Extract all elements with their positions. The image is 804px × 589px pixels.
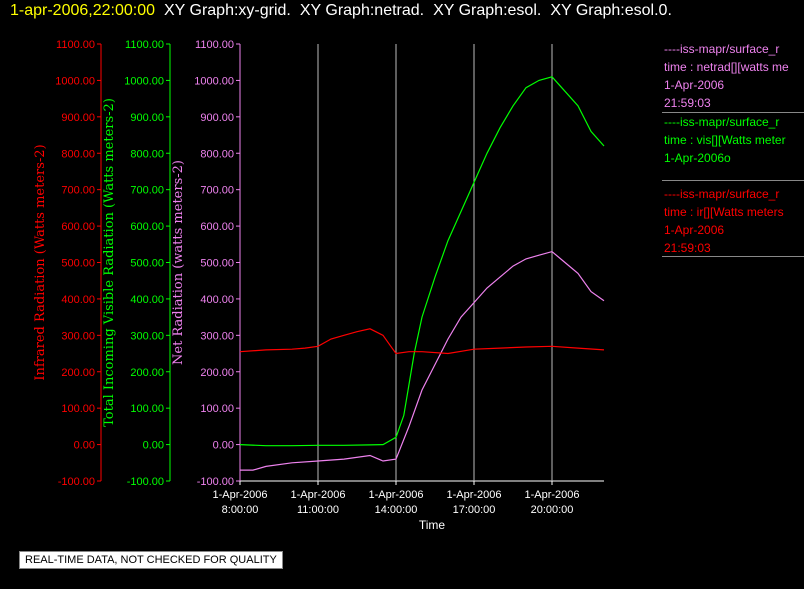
netrad-axis-tick-label: 400.00 <box>200 294 234 306</box>
netrad-axis-title: Net Radiation (watts meters-2) <box>171 160 186 365</box>
ir-axis-tick-label: 800.00 <box>61 148 95 160</box>
ir-axis-tick-label: 600.00 <box>61 221 95 233</box>
legend-divider <box>662 180 804 181</box>
vis-axis-tick-label: 600.00 <box>130 221 164 233</box>
series-ir-line <box>239 328 605 355</box>
vis-axis-tick-label: 700.00 <box>130 185 164 197</box>
x-tick-label-time: 14:00:00 <box>375 504 418 516</box>
vis-axis-tick-label: 200.00 <box>130 367 164 379</box>
quality-notice: REAL-TIME DATA, NOT CHECKED FOR QUALITY <box>19 551 283 569</box>
x-tick-label-date: 1-Apr-2006 <box>290 489 345 501</box>
x-tick-label-time: 17:00:00 <box>453 504 496 516</box>
graph-title-esol: XY Graph:esol. <box>433 2 542 19</box>
legend-netrad-source: ----iss-mapr/surface_r <box>664 42 780 56</box>
netrad-axis-tick-label: 1100.00 <box>195 39 234 51</box>
ir-axis-tick-label: 900.00 <box>61 112 95 124</box>
legend-netrad-date: 1-Apr-2006 <box>664 78 725 92</box>
legend-ir-date: 1-Apr-2006 <box>664 223 725 237</box>
vis-axis-tick-label: 1000.00 <box>124 75 164 87</box>
legend-netrad: ----iss-mapr/surface_r time : netrad[][w… <box>664 40 789 112</box>
ir-axis-title: Infrared Radiation (Watts meters-2) <box>33 144 48 380</box>
netrad-axis-tick-label: 900.00 <box>200 112 234 124</box>
ir-axis-tick-label: 1100.00 <box>56 39 95 51</box>
netrad-axis-tick-label: 100.00 <box>200 403 234 415</box>
vis-axis-tick-label: 800.00 <box>130 148 164 160</box>
legend-vis-source: ----iss-mapr/surface_r <box>664 115 780 129</box>
timestamp: 1-apr-2006,22:00:00 <box>10 2 155 19</box>
ir-axis-tick-label: -100.00 <box>58 476 95 488</box>
ir-axis-tick-label: 100.00 <box>61 403 95 415</box>
netrad-axis-tick-label: 1000.00 <box>194 75 234 87</box>
netrad-axis-tick-label: 300.00 <box>200 330 234 342</box>
netrad-axis-tick-label: 500.00 <box>200 258 234 270</box>
x-tick-label-date: 1-Apr-2006 <box>368 489 423 501</box>
series-netrad-line <box>240 250 605 471</box>
ir-axis-tick-label: 300.00 <box>61 330 95 342</box>
legend-ir: ----iss-mapr/surface_r time : ir[][Watts… <box>664 185 784 257</box>
graph-title-netrad: XY Graph:netrad. <box>299 2 425 19</box>
netrad-axis-tick-label: 600.00 <box>200 221 234 233</box>
vis-axis-tick-label: 300.00 <box>130 330 164 342</box>
vis-axis-tick-label: 500.00 <box>130 258 164 270</box>
netrad-axis-tick-label: 800.00 <box>200 148 234 160</box>
legend-vis-time <box>664 167 786 185</box>
legend-vis-var: time : vis[][Watts meter <box>664 133 786 147</box>
x-tick-label-time: 11:00:00 <box>297 504 339 516</box>
ir-axis-tick-label: 500.00 <box>61 258 95 270</box>
ir-axis-tick-label: 400.00 <box>61 294 95 306</box>
x-tick-label-time: 20:00:00 <box>531 504 574 516</box>
vis-axis-tick-label: 1100.00 <box>125 39 164 51</box>
legend-ir-time: 21:59:03 <box>664 241 711 255</box>
netrad-axis-tick-label: 0.00 <box>213 440 234 452</box>
vis-axis-tick-label: 400.00 <box>130 294 164 306</box>
legend-ir-var: time : ir[][Watts meters <box>664 205 784 219</box>
title-bar: 1-apr-2006,22:00:00 XY Graph:xy-grid. XY G… <box>10 2 672 20</box>
ir-axis-tick-label: 200.00 <box>61 367 95 379</box>
legend-netrad-time: 21:59:03 <box>664 96 711 110</box>
graph-title-esol-0: XY Graph:esol.0. <box>550 2 672 19</box>
x-axis-label: Time <box>419 518 446 532</box>
netrad-axis-tick-label: 700.00 <box>200 185 234 197</box>
legend-divider <box>662 112 804 113</box>
x-tick-label-time: 8:00:00 <box>222 504 259 516</box>
x-tick-label-date: 1-Apr-2006 <box>524 489 579 501</box>
series-vis-line <box>239 76 605 447</box>
legend-vis-date: 1-Apr-2006o <box>664 151 731 165</box>
vis-axis-tick-label: -100.00 <box>127 476 164 488</box>
ir-axis-tick-label: 0.00 <box>74 440 95 452</box>
vis-axis-tick-label: 0.00 <box>143 440 164 452</box>
netrad-axis-tick-label: -100.00 <box>197 476 234 488</box>
vis-axis-tick-label: 900.00 <box>130 112 164 124</box>
legend-ir-source: ----iss-mapr/surface_r <box>664 187 780 201</box>
vis-axis-title: Total Incoming Visible Radiation (Watts … <box>102 98 117 427</box>
x-tick-label-date: 1-Apr-2006 <box>212 489 267 501</box>
vis-axis-tick-label: 100.00 <box>130 403 164 415</box>
legend-vis: ----iss-mapr/surface_r time : vis[][Watt… <box>664 113 786 185</box>
legend-divider <box>662 256 804 257</box>
ir-axis-tick-label: 1000.00 <box>55 75 95 87</box>
x-tick-label-date: 1-Apr-2006 <box>446 489 501 501</box>
graph-title-xy-grid: XY Graph:xy-grid. <box>164 2 291 19</box>
netrad-axis-tick-label: 200.00 <box>200 367 234 379</box>
ir-axis-tick-label: 700.00 <box>61 185 95 197</box>
legend-netrad-var: time : netrad[][watts me <box>664 60 789 74</box>
